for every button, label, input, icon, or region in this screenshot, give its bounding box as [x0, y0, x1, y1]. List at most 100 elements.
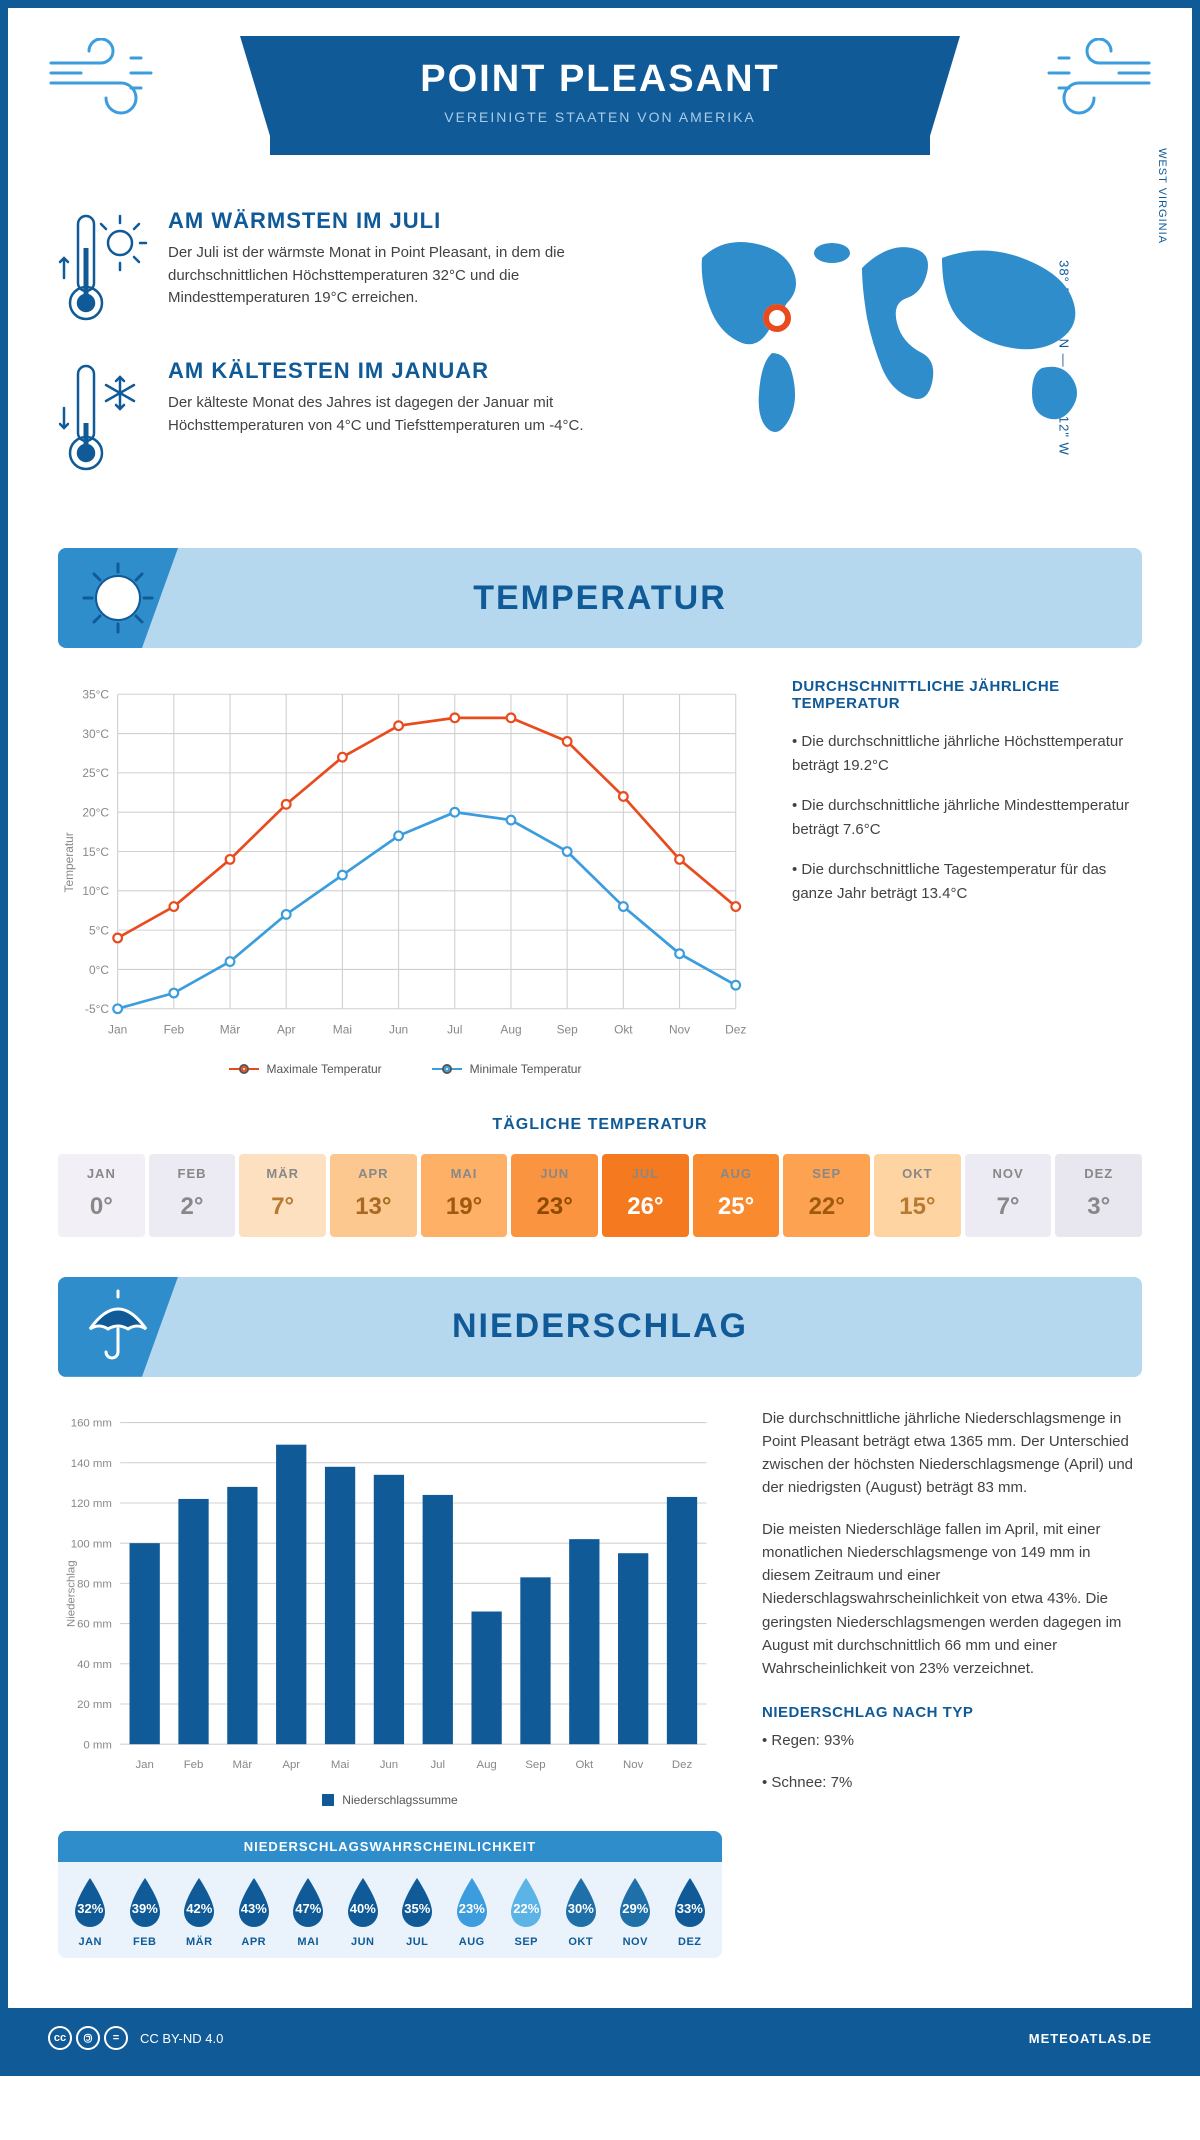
legend-min: Minimale Temperatur: [432, 1062, 582, 1076]
precipitation-header: NIEDERSCHLAG: [58, 1277, 1142, 1377]
precipitation-probability-box: NIEDERSCHLAGSWAHRSCHEINLICHKEIT 32% JAN …: [58, 1831, 722, 1958]
svg-text:Jul: Jul: [447, 1023, 462, 1037]
precip-text: Die durchschnittliche jährliche Niedersc…: [762, 1407, 1142, 1500]
warmest-block: AM WÄRMSTEN IM JULI Der Juli ist der wär…: [58, 208, 632, 328]
svg-text:40 mm: 40 mm: [77, 1659, 112, 1671]
svg-text:10°C: 10°C: [82, 884, 109, 898]
prob-cell: 33% DEZ: [664, 1876, 717, 1948]
prob-cell: 43% APR: [228, 1876, 281, 1948]
svg-text:Temperatur: Temperatur: [62, 832, 76, 892]
footer: cc 🄯 = CC BY-ND 4.0 METEOATLAS.DE: [8, 2008, 1192, 2068]
header-banner: POINT PLEASANT VEREINIGTE STAATEN VON AM…: [270, 36, 930, 155]
region-label: WEST VIRGINIA: [1156, 148, 1168, 244]
svg-text:Sep: Sep: [557, 1023, 579, 1037]
svg-text:Nov: Nov: [669, 1023, 690, 1037]
svg-text:Mär: Mär: [233, 1759, 253, 1771]
daily-temp-cell: MÄR7°: [239, 1154, 326, 1237]
license-text: CC BY-ND 4.0: [140, 2031, 223, 2046]
svg-text:80 mm: 80 mm: [77, 1578, 112, 1590]
svg-text:Mai: Mai: [331, 1759, 349, 1771]
svg-text:100 mm: 100 mm: [71, 1538, 112, 1550]
svg-text:0 mm: 0 mm: [83, 1739, 112, 1751]
svg-text:Jun: Jun: [380, 1759, 398, 1771]
world-map-icon: [662, 208, 1142, 468]
svg-text:15°C: 15°C: [82, 845, 109, 859]
location-map: WEST VIRGINIA 38° 50' 49" N — 82° 8' 12"…: [662, 208, 1142, 508]
temp-info-heading: DURCHSCHNITTLICHE JÄHRLICHE TEMPERATUR: [792, 678, 1142, 712]
precipitation-bar-chart: 0 mm20 mm40 mm60 mm80 mm100 mm120 mm140 …: [58, 1407, 722, 1808]
header: POINT PLEASANT VEREINIGTE STAATEN VON AM…: [8, 8, 1192, 188]
svg-text:30°C: 30°C: [82, 727, 109, 741]
prob-cell: 30% OKT: [555, 1876, 608, 1948]
temperature-title: TEMPERATUR: [473, 579, 727, 618]
svg-text:120 mm: 120 mm: [71, 1498, 112, 1510]
umbrella-icon: [78, 1287, 158, 1367]
svg-text:Apr: Apr: [282, 1759, 300, 1771]
svg-text:Jul: Jul: [430, 1759, 445, 1771]
daily-temp-cell: DEZ3°: [1055, 1154, 1142, 1237]
svg-text:140 mm: 140 mm: [71, 1458, 112, 1470]
svg-text:Feb: Feb: [184, 1759, 204, 1771]
svg-text:Feb: Feb: [164, 1023, 185, 1037]
svg-text:Aug: Aug: [476, 1759, 496, 1771]
coldest-title: AM KÄLTESTEN IM JANUAR: [168, 358, 632, 384]
prob-cell: 29% NOV: [609, 1876, 662, 1948]
temperature-header: TEMPERATUR: [58, 548, 1142, 648]
coldest-text: Der kälteste Monat des Jahres ist dagege…: [168, 392, 632, 437]
svg-text:Niederschlag: Niederschlag: [66, 1560, 78, 1627]
wind-icon: [46, 38, 176, 118]
legend-max: Maximale Temperatur: [229, 1062, 382, 1076]
daily-temp-cell: APR13°: [330, 1154, 417, 1237]
svg-text:60 mm: 60 mm: [77, 1618, 112, 1630]
daily-temp-cell: MAI19°: [421, 1154, 508, 1237]
daily-temp-cell: AUG25°: [693, 1154, 780, 1237]
precip-type-snow: • Schnee: 7%: [762, 1771, 1142, 1794]
precip-type-heading: NIEDERSCHLAG NACH TYP: [762, 1704, 1142, 1721]
svg-text:Sep: Sep: [525, 1759, 545, 1771]
warmest-title: AM WÄRMSTEN IM JULI: [168, 208, 632, 234]
temp-bullet: • Die durchschnittliche Tagestemperatur …: [792, 858, 1142, 906]
intro-section: AM WÄRMSTEN IM JULI Der Juli ist der wär…: [8, 188, 1192, 548]
svg-text:Jan: Jan: [135, 1759, 153, 1771]
svg-text:Dez: Dez: [672, 1759, 693, 1771]
daily-temp-cell: JUL26°: [602, 1154, 689, 1237]
daily-temp-cell: NOV7°: [965, 1154, 1052, 1237]
prob-cell: 42% MÄR: [173, 1876, 226, 1948]
precipitation-title: NIEDERSCHLAG: [452, 1307, 748, 1346]
svg-text:Nov: Nov: [623, 1759, 644, 1771]
prob-cell: 22% SEP: [500, 1876, 553, 1948]
warmest-text: Der Juli ist der wärmste Monat in Point …: [168, 242, 632, 310]
daily-temp-cell: FEB2°: [149, 1154, 236, 1237]
temp-bullet: • Die durchschnittliche jährliche Höchst…: [792, 730, 1142, 778]
prob-cell: 23% AUG: [446, 1876, 499, 1948]
daily-temp-cell: SEP22°: [783, 1154, 870, 1237]
prob-title: NIEDERSCHLAGSWAHRSCHEINLICHKEIT: [58, 1831, 722, 1862]
page-title: POINT PLEASANT: [270, 58, 930, 101]
svg-text:35°C: 35°C: [82, 688, 109, 702]
daily-temp-cell: JUN23°: [511, 1154, 598, 1237]
daily-temperature-grid: JAN0°FEB2°MÄR7°APR13°MAI19°JUN23°JUL26°A…: [58, 1154, 1142, 1237]
prob-cell: 32% JAN: [64, 1876, 117, 1948]
svg-text:20°C: 20°C: [82, 806, 109, 820]
thermometer-hot-icon: [58, 208, 148, 328]
prob-cell: 40% JUN: [337, 1876, 390, 1948]
page-subtitle: VEREINIGTE STAATEN VON AMERIKA: [270, 109, 930, 125]
coldest-block: AM KÄLTESTEN IM JANUAR Der kälteste Mona…: [58, 358, 632, 478]
svg-text:0°C: 0°C: [89, 963, 109, 977]
precip-legend: Niederschlagssumme: [58, 1793, 722, 1807]
daily-temp-cell: JAN0°: [58, 1154, 145, 1237]
cc-license-icon: cc 🄯 =: [48, 2026, 128, 2050]
svg-text:160 mm: 160 mm: [71, 1417, 112, 1429]
svg-text:Jun: Jun: [389, 1023, 408, 1037]
prob-cell: 35% JUL: [391, 1876, 444, 1948]
temp-bullet: • Die durchschnittliche jährliche Mindes…: [792, 794, 1142, 842]
thermometer-cold-icon: [58, 358, 148, 478]
svg-text:Mai: Mai: [333, 1023, 352, 1037]
svg-text:Okt: Okt: [575, 1759, 594, 1771]
svg-text:25°C: 25°C: [82, 766, 109, 780]
svg-text:5°C: 5°C: [89, 923, 109, 937]
temperature-line-chart: -5°C0°C5°C10°C15°C20°C25°C30°C35°CJanFeb…: [58, 678, 752, 1076]
svg-text:Apr: Apr: [277, 1023, 296, 1037]
prob-cell: 39% FEB: [119, 1876, 172, 1948]
svg-text:Okt: Okt: [614, 1023, 633, 1037]
